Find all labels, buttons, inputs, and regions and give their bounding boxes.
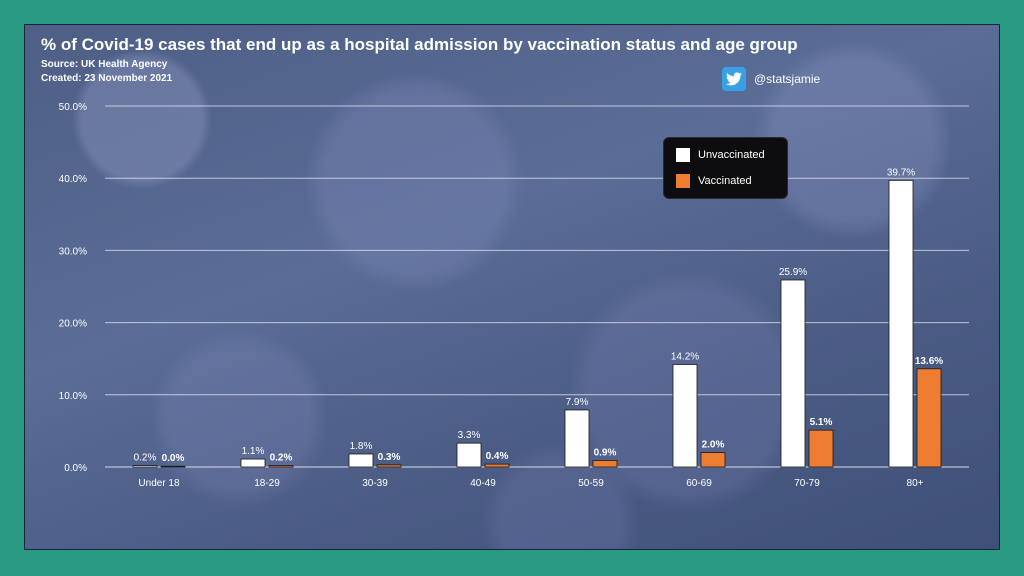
data-label-unvaccinated-7: 39.7% [887,167,915,178]
data-label-unvaccinated-3: 3.3% [458,430,481,441]
legend: Unvaccinated Vaccinated [663,137,788,199]
data-label-unvaccinated-2: 1.8% [350,441,373,452]
twitter-handle: @statsjamie [754,72,821,86]
bar-unvaccinated-6 [780,279,806,468]
y-tick-label: 10.0% [59,391,87,402]
x-tick-label: 30-39 [362,478,388,489]
bar-vaccinated-4 [592,460,618,468]
bar-vaccinated-2 [376,464,402,468]
y-tick-label: 30.0% [59,246,87,257]
data-label-unvaccinated-6: 25.9% [779,267,807,278]
x-tick-label: 80+ [907,478,924,489]
data-label-vaccinated-2: 0.3% [378,452,401,463]
bar-unvaccinated-1 [240,458,266,468]
bar-unvaccinated-4 [564,409,590,468]
legend-label-vaccinated: Vaccinated [698,175,752,187]
twitter-attribution: @statsjamie [722,67,820,91]
bar-vaccinated-5 [700,452,726,468]
bar-vaccinated-3 [484,463,510,468]
data-label-unvaccinated-1: 1.1% [242,446,265,457]
created-date: Created: 23 November 2021 [41,73,173,84]
data-label-vaccinated-7: 13.6% [915,356,943,367]
bar-vaccinated-1 [268,465,294,468]
bar-unvaccinated-5 [672,364,698,468]
bar-vaccinated-6 [808,429,834,468]
legend-swatch-vaccinated [676,174,690,188]
data-label-vaccinated-3: 0.4% [486,451,509,462]
legend-label-unvaccinated: Unvaccinated [698,149,765,161]
x-tick-label: 18-29 [254,478,280,489]
y-tick-label: 50.0% [59,102,87,113]
y-tick-label: 40.0% [59,174,87,185]
chart-panel: % of Covid-19 cases that end up as a hos… [24,24,1000,550]
x-tick-label: 50-59 [578,478,604,489]
data-label-unvaccinated-5: 14.2% [671,351,699,362]
bar-unvaccinated-3 [456,442,482,468]
legend-swatch-unvaccinated [676,148,690,162]
data-label-vaccinated-1: 0.2% [270,453,293,464]
bar-vaccinated-7 [916,368,942,468]
bar-vaccinated-0 [160,465,186,468]
data-label-unvaccinated-4: 7.9% [566,397,589,408]
data-label-vaccinated-4: 0.9% [594,448,617,459]
data-label-vaccinated-0: 0.0% [162,453,185,464]
legend-item-vaccinated: Vaccinated [676,174,752,188]
x-tick-label: 60-69 [686,478,712,489]
y-tick-label: 0.0% [64,463,87,474]
twitter-icon [722,67,746,91]
bar-unvaccinated-7 [888,179,914,468]
source-text: Source: UK Health Agency [41,59,168,70]
data-label-unvaccinated-0: 0.2% [134,453,157,464]
x-tick-label: 70-79 [794,478,820,489]
x-tick-label: 40-49 [470,478,496,489]
chart-title: % of Covid-19 cases that end up as a hos… [41,35,798,54]
bar-chart: 0.0% 10.0% 20.0% 30.0% 40.0% 50.0% 0.2% 0.0% Und… [59,102,969,489]
legend-item-unvaccinated: Unvaccinated [676,148,765,162]
bar-unvaccinated-2 [348,453,374,468]
bar-unvaccinated-0 [132,465,158,468]
x-tick-label: Under 18 [138,478,180,489]
y-tick-label: 20.0% [59,319,87,330]
data-label-vaccinated-5: 2.0% [702,440,725,451]
data-label-vaccinated-6: 5.1% [810,417,833,428]
